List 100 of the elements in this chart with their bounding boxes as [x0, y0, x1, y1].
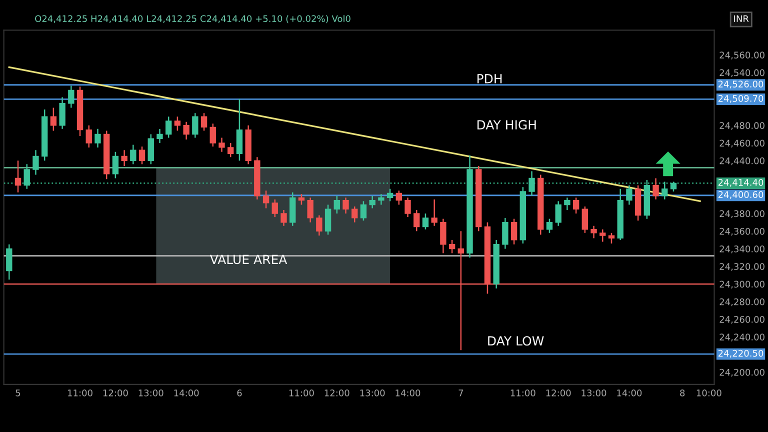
- candlestick: [86, 124, 92, 148]
- y-tick-label: 24,280.00: [720, 298, 764, 306]
- candlestick: [68, 85, 74, 108]
- candlestick: [316, 214, 322, 236]
- candlestick: [218, 137, 225, 152]
- candlestick: [448, 239, 456, 254]
- candlestick: [272, 198, 278, 218]
- candlestick: [528, 170, 535, 197]
- candlestick: [148, 134, 154, 165]
- y-tick-label: 24,380.00: [720, 210, 764, 218]
- candlestick: [414, 209, 420, 232]
- text: INR: [734, 15, 749, 22]
- x-tick-label: 11:00: [68, 390, 92, 396]
- y-tick-label: 24,200.00: [720, 368, 764, 377]
- candlestick: [662, 181, 668, 200]
- x-tick-label: 13:00: [582, 390, 606, 396]
- x-tick-label: 13:00: [138, 390, 164, 396]
- candlestick: [236, 98, 243, 162]
- annotation: DAY LOW: [488, 336, 544, 346]
- y-tick-label: 24,260.00: [720, 316, 764, 324]
- candlestick: [440, 218, 446, 254]
- candlestick: [502, 217, 508, 250]
- x-tick-label: 10:00: [696, 390, 722, 396]
- candlestick: [210, 123, 216, 148]
- candlestick: [369, 195, 376, 209]
- candlestick: [166, 116, 172, 138]
- candlestick: [324, 204, 332, 236]
- y-tick-label: 24,480.00: [720, 122, 764, 130]
- candlestick: [360, 200, 367, 222]
- ref-line-label: 24,414.40: [718, 179, 764, 187]
- candlestick: [572, 197, 580, 214]
- annotation: PDH: [477, 74, 502, 84]
- x-tick-label: 12:00: [103, 390, 128, 396]
- candlestick: [582, 206, 588, 234]
- candlestick: [174, 116, 181, 132]
- candlestick: [378, 194, 384, 206]
- candlestick: [652, 178, 659, 200]
- x-tick-label: 13:00: [360, 390, 385, 396]
- candlestick: [32, 149, 39, 176]
- candlestick: [14, 160, 22, 194]
- candlestick: [422, 212, 429, 230]
- candlestick: [334, 195, 340, 214]
- x-tick-label: 7: [458, 390, 464, 396]
- x-tick-label: 14:00: [174, 390, 199, 396]
- x-tick-label: 12:00: [324, 390, 350, 396]
- candlestick: [121, 149, 128, 167]
- candlestick: [307, 197, 314, 223]
- candlestick: [6, 244, 12, 280]
- y-tick-label: 24,540.00: [720, 69, 764, 78]
- candlestick: [24, 164, 30, 190]
- y-tick-label: 24,300.00: [720, 280, 764, 289]
- candlestick: [510, 218, 518, 245]
- x-tick-label: 12:00: [546, 390, 571, 396]
- y-tick-label: 24,340.00: [720, 246, 764, 254]
- x-tick-label: 11:00: [510, 390, 536, 396]
- candlestick: [200, 112, 208, 132]
- candlestick: [590, 225, 597, 239]
- candlestick: [156, 128, 163, 144]
- candlestick: [183, 121, 190, 140]
- candlestick: [138, 146, 146, 165]
- ref-line-label: 24,526.00: [718, 80, 764, 88]
- x-tick-label: 14:00: [617, 390, 642, 396]
- candlestick: [94, 128, 101, 148]
- candlestick: [555, 200, 562, 226]
- candlestick: [192, 112, 198, 138]
- y-tick-label: 24,240.00: [720, 334, 764, 342]
- y-tick-label: 24,560.00: [720, 52, 764, 60]
- candlestick: [280, 209, 287, 226]
- y-tick-label: 24,440.00: [720, 157, 764, 166]
- candlestick: [608, 232, 615, 244]
- candlestick: [546, 218, 553, 234]
- annotation: DAY HIGH: [477, 120, 536, 130]
- annotation: VALUE AREA: [210, 254, 288, 264]
- candlestick: [386, 188, 394, 202]
- candlestick: [396, 190, 402, 206]
- text: O24,412.25 H24,414.40 L24,412.25 C24,414.40 +5.10 (+0.02%) Vol0: [35, 15, 350, 24]
- ref-line-label: 24,220.50: [718, 350, 764, 358]
- ref-line-label: 24,400.60: [718, 191, 764, 199]
- y-tick-label: 24,360.00: [720, 228, 764, 236]
- x-tick-label: 14:00: [396, 390, 420, 396]
- candlestick: [112, 151, 119, 179]
- candlestick: [670, 181, 677, 192]
- x-tick-label: 8: [680, 390, 685, 396]
- ref-line-label: 24,509.70: [718, 95, 764, 103]
- candlestick: [626, 184, 632, 206]
- candlestick: [228, 142, 234, 158]
- candlestick: [431, 198, 438, 226]
- candlestick: [458, 230, 464, 351]
- candlestick: [50, 107, 57, 132]
- y-tick-label: 24,460.00: [720, 140, 764, 148]
- candlestick: [564, 197, 570, 211]
- candlestick: [59, 96, 66, 130]
- y-tick-label: 24,320.00: [720, 263, 764, 271]
- x-tick-label: 5: [16, 390, 20, 396]
- candlestick: [342, 197, 349, 214]
- candlestick: [404, 197, 411, 218]
- candlestick: [130, 144, 136, 165]
- candlestick: [262, 190, 270, 209]
- x-tick-label: 6: [237, 390, 242, 396]
- candlestick: [600, 228, 606, 242]
